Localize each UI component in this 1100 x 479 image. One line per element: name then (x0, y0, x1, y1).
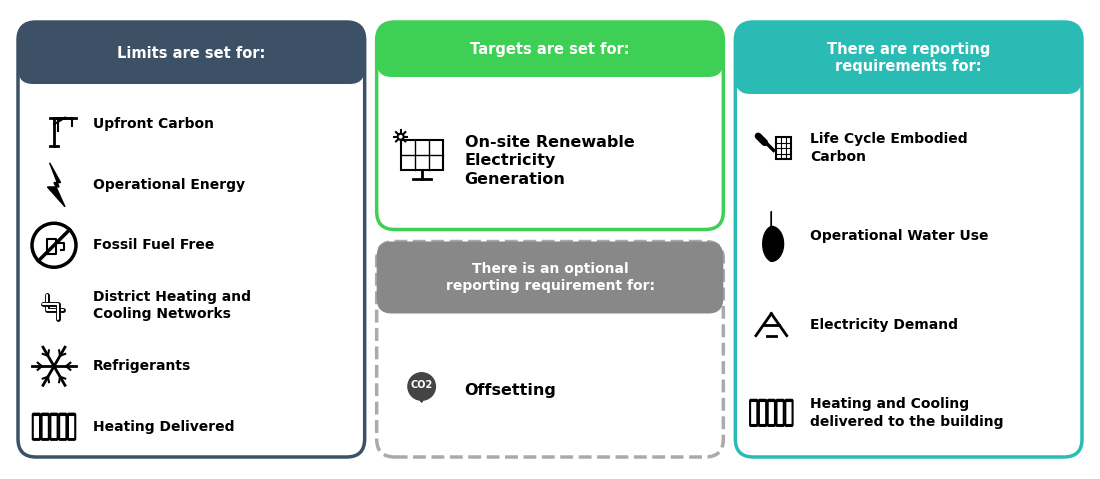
FancyBboxPatch shape (376, 22, 724, 77)
Text: District Heating and
Cooling Networks: District Heating and Cooling Networks (94, 290, 251, 321)
FancyBboxPatch shape (18, 22, 365, 457)
FancyBboxPatch shape (42, 414, 48, 440)
Text: Fossil Fuel Free: Fossil Fuel Free (94, 238, 214, 252)
FancyBboxPatch shape (750, 400, 758, 426)
FancyBboxPatch shape (33, 414, 40, 440)
FancyBboxPatch shape (785, 400, 793, 426)
Polygon shape (47, 163, 65, 207)
Text: There are reporting
requirements for:: There are reporting requirements for: (827, 42, 990, 74)
Circle shape (408, 373, 436, 400)
Bar (776, 137, 791, 159)
Text: Operational Water Use: Operational Water Use (811, 229, 989, 243)
FancyBboxPatch shape (376, 241, 724, 313)
Text: Offsetting: Offsetting (464, 383, 557, 398)
Text: CO2: CO2 (410, 380, 432, 390)
Text: Limits are set for:: Limits are set for: (117, 46, 265, 60)
FancyBboxPatch shape (777, 400, 784, 426)
Text: Operational Energy: Operational Energy (94, 178, 245, 192)
Text: Electricity Demand: Electricity Demand (811, 318, 958, 331)
Text: Heating Delivered: Heating Delivered (94, 420, 234, 434)
Polygon shape (762, 211, 783, 262)
Text: Heating and Cooling
delivered to the building: Heating and Cooling delivered to the bui… (811, 397, 1004, 429)
FancyBboxPatch shape (68, 414, 75, 440)
Text: Upfront Carbon: Upfront Carbon (94, 117, 214, 131)
FancyBboxPatch shape (376, 241, 724, 457)
Bar (400, 140, 442, 170)
FancyBboxPatch shape (18, 22, 365, 84)
FancyBboxPatch shape (51, 414, 57, 440)
FancyBboxPatch shape (759, 400, 767, 426)
FancyBboxPatch shape (735, 22, 1082, 457)
Text: There is an optional
reporting requirement for:: There is an optional reporting requireme… (446, 262, 654, 293)
Text: Refrigerants: Refrigerants (94, 359, 191, 373)
FancyBboxPatch shape (376, 22, 724, 229)
Text: Life Cycle Embodied
Carbon: Life Cycle Embodied Carbon (811, 133, 968, 164)
Text: On-site Renewable
Electricity
Generation: On-site Renewable Electricity Generation (464, 135, 635, 187)
FancyBboxPatch shape (59, 414, 66, 440)
FancyBboxPatch shape (735, 22, 1082, 94)
FancyBboxPatch shape (768, 400, 776, 426)
Text: Targets are set for:: Targets are set for: (470, 42, 630, 57)
